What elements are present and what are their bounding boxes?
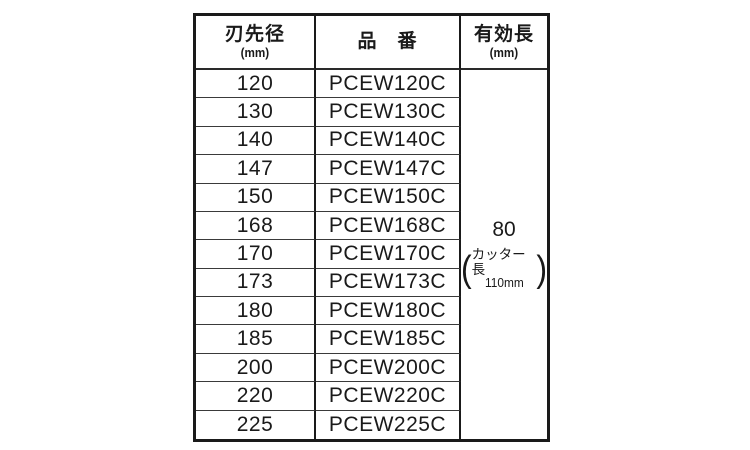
part-number-cell: PCEW140C <box>316 126 461 156</box>
blade-diameter-cell: 225 <box>196 410 316 439</box>
part-number-cell: PCEW185C <box>316 325 461 354</box>
col-header-effective-length-unit: (mm) <box>489 44 519 60</box>
blade-diameter-cell: 170 <box>196 240 316 269</box>
part-number-cell: PCEW150C <box>316 183 461 212</box>
blade-diameter-cell: 180 <box>196 297 316 326</box>
col-header-blade-diameter-title: 刃先径 <box>224 23 285 45</box>
part-number-cell: PCEW147C <box>316 155 461 184</box>
effective-length-cell: 80 ( カッター長 110mm ) <box>461 70 547 439</box>
part-number-cell: PCEW168C <box>316 211 461 241</box>
cutter-length-label: カッター長 <box>471 246 526 277</box>
blade-diameter-cell: 168 <box>196 211 316 241</box>
part-number-cell: PCEW225C <box>316 410 461 439</box>
part-number-cell: PCEW170C <box>316 240 461 269</box>
col-header-effective-length-title: 有効長 <box>473 23 534 45</box>
paren-open: ( <box>461 248 472 291</box>
part-number-cell: PCEW120C <box>316 70 461 99</box>
cutter-length-value: 110mm <box>484 276 524 291</box>
blade-diameter-cell: 220 <box>196 382 316 411</box>
col-header-part-number-title: 品 番 <box>357 31 418 53</box>
blade-diameter-cell: 147 <box>196 155 316 184</box>
blade-diameter-cell: 185 <box>196 325 316 354</box>
part-number-cell: PCEW220C <box>316 382 461 411</box>
blade-diameter-cell: 140 <box>196 126 316 156</box>
col-header-blade-diameter-unit: (mm) <box>240 44 270 60</box>
spec-table: 刃先径 (mm) 品 番 有効長 (mm) 80 ( カッター長 110mm )… <box>193 13 550 442</box>
blade-diameter-cell: 173 <box>196 268 316 298</box>
col-header-part-number: 品 番 <box>316 16 461 70</box>
part-number-cell: PCEW173C <box>316 268 461 298</box>
effective-length-note: ( カッター長 110mm ) <box>461 246 547 291</box>
col-header-blade-diameter: 刃先径 (mm) <box>196 16 316 70</box>
col-header-effective-length: 有効長 (mm) <box>461 16 547 70</box>
blade-diameter-cell: 200 <box>196 353 316 383</box>
part-number-cell: PCEW200C <box>316 353 461 383</box>
paren-close: ) <box>536 248 547 291</box>
blade-diameter-cell: 130 <box>196 98 316 127</box>
part-number-cell: PCEW130C <box>316 98 461 127</box>
part-number-cell: PCEW180C <box>316 297 461 326</box>
effective-length-value: 80 <box>492 217 516 241</box>
blade-diameter-cell: 120 <box>196 70 316 99</box>
blade-diameter-cell: 150 <box>196 183 316 212</box>
